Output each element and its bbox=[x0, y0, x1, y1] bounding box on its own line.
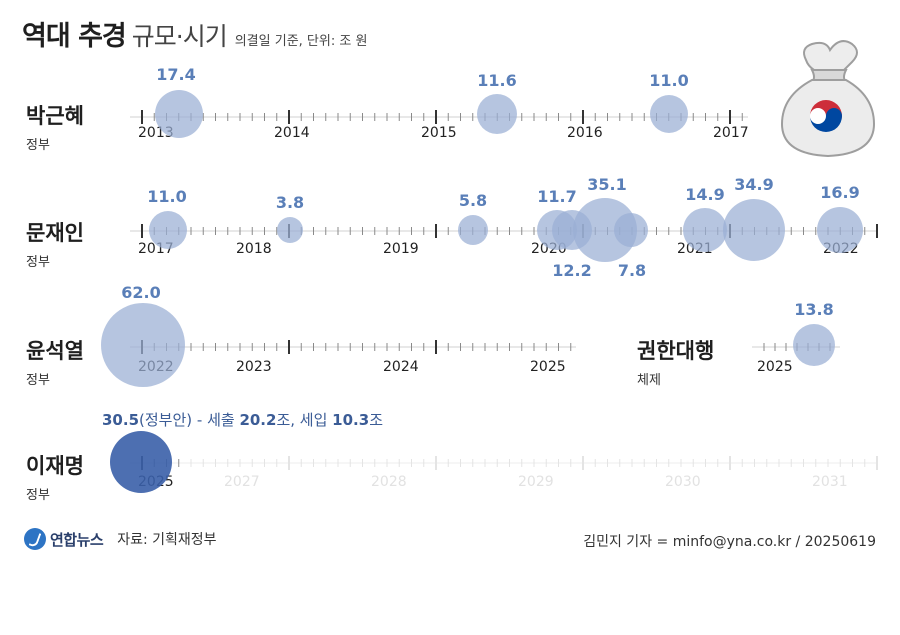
page-title: 역대 추경 bbox=[22, 21, 127, 52]
value-label: 11.0 bbox=[649, 71, 688, 90]
bubble bbox=[110, 431, 172, 493]
value-label: 17.4 bbox=[156, 65, 195, 84]
bubble bbox=[614, 213, 648, 247]
bubble bbox=[477, 94, 517, 134]
year-label: 2028 bbox=[371, 474, 407, 490]
value-label: 16.9 bbox=[820, 183, 859, 202]
bubble bbox=[650, 95, 688, 133]
row-lee: 이재명 정부 2025 2027 2028 2029 2030 2031 30.… bbox=[26, 411, 878, 503]
year-label: 2015 bbox=[421, 125, 457, 141]
row-name: 이재명 bbox=[26, 454, 84, 478]
row-moon: 문재인 정부 2017 2018 2019 2020 2021 2022 11.… bbox=[26, 175, 878, 280]
title-block: 역대 추경 규모·시기 의결일 기준, 단위: 조 원 bbox=[22, 14, 367, 53]
row-name: 윤석열 bbox=[26, 339, 84, 363]
bubble bbox=[277, 217, 303, 243]
bubble-timeline-chart: 박근혜 정부 2013 2014 2015 2016 2017 17.4 11.… bbox=[26, 40, 878, 503]
value-label: 13.8 bbox=[794, 300, 833, 319]
year-label: 2023 bbox=[236, 359, 272, 375]
value-label: 11.0 bbox=[147, 187, 186, 206]
logo-text: 연합뉴스 bbox=[50, 530, 104, 549]
value-label: 12.2 bbox=[552, 261, 591, 280]
unit-note: 의결일 기준, 단위: 조 원 bbox=[234, 34, 368, 49]
year-label: 2029 bbox=[518, 474, 554, 490]
revenue-amount: 10.3 bbox=[332, 411, 369, 429]
bubble bbox=[101, 303, 185, 387]
row-park: 박근혜 정부 2013 2014 2015 2016 2017 17.4 11.… bbox=[26, 65, 749, 153]
bubble bbox=[723, 199, 785, 261]
value-label: 62.0 bbox=[121, 283, 160, 302]
value-label: 14.9 bbox=[685, 185, 724, 204]
row-yoon: 윤석열 정부 2022 2023 2024 2025 62.0 권한대행 체제 … bbox=[26, 283, 840, 388]
value-label: 11.7 bbox=[537, 187, 576, 206]
yonhap-logo-icon bbox=[24, 528, 46, 550]
revenue-unit: 조 bbox=[369, 411, 383, 429]
chart-rows: 박근혜 정부 2013 2014 2015 2016 2017 17.4 11.… bbox=[26, 65, 878, 503]
row-name: 권한대행 bbox=[637, 339, 714, 363]
row-sub: 정부 bbox=[26, 138, 50, 153]
value-label: 7.8 bbox=[618, 261, 646, 280]
expenditure-amount: 20.2 bbox=[239, 411, 276, 429]
row-sub: 정부 bbox=[26, 488, 50, 503]
year-label: 2017 bbox=[713, 125, 749, 141]
year-label: 2014 bbox=[274, 125, 310, 141]
row-name: 박근혜 bbox=[26, 104, 84, 128]
proposal-amount: 30.5 bbox=[102, 411, 139, 429]
source-block: 연합뉴스 자료: 기획재정부 bbox=[24, 528, 217, 550]
bubble bbox=[683, 208, 727, 252]
axis-line bbox=[130, 340, 576, 354]
year-label: 2019 bbox=[383, 241, 419, 257]
bubble bbox=[155, 90, 203, 138]
row-sub: 체제 bbox=[637, 373, 661, 388]
bubble bbox=[149, 211, 187, 249]
proposal-suffix: (정부안) - 세출 bbox=[139, 411, 239, 429]
credit-text: 김민지 기자 = minfo@yna.co.kr / 20250619 bbox=[583, 534, 876, 550]
expenditure-unit: 조, 세입 bbox=[276, 411, 332, 429]
year-label: 2024 bbox=[383, 359, 419, 375]
value-label: 35.1 bbox=[587, 175, 626, 194]
bubble bbox=[793, 324, 835, 366]
row-name: 문재인 bbox=[26, 221, 84, 245]
value-label: 34.9 bbox=[734, 175, 773, 194]
bubble bbox=[458, 215, 488, 245]
proposal-annotation: 30.5(정부안) - 세출 20.2조, 세입 10.3조 bbox=[102, 411, 383, 429]
bubble bbox=[817, 207, 863, 253]
year-label: 2025 bbox=[757, 359, 793, 375]
bubble bbox=[573, 198, 637, 262]
value-label: 11.6 bbox=[477, 71, 516, 90]
money-bag-with-taegeuk-icon bbox=[780, 40, 876, 158]
year-label: 2025 bbox=[530, 359, 566, 375]
year-label: 2016 bbox=[567, 125, 603, 141]
axis-line bbox=[130, 456, 878, 470]
source-text: 자료: 기획재정부 bbox=[117, 532, 217, 548]
value-label: 5.8 bbox=[459, 191, 487, 210]
row-sub: 정부 bbox=[26, 373, 50, 388]
year-label: 2027 bbox=[224, 474, 260, 490]
year-label: 2031 bbox=[812, 474, 848, 490]
page-subtitle: 규모·시기 bbox=[131, 22, 228, 51]
year-label: 2018 bbox=[236, 241, 272, 257]
row-sub: 정부 bbox=[26, 255, 50, 270]
value-label: 3.8 bbox=[276, 193, 304, 212]
year-label: 2030 bbox=[665, 474, 701, 490]
